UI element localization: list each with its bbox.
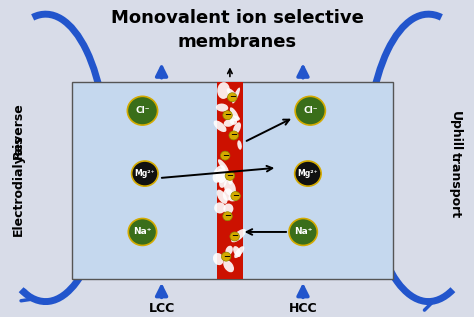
Bar — [72, 81, 393, 279]
Bar — [217, 81, 243, 279]
Text: −: − — [227, 171, 233, 180]
Circle shape — [225, 171, 235, 180]
Ellipse shape — [214, 120, 227, 132]
Text: Na⁺: Na⁺ — [294, 228, 312, 236]
Circle shape — [220, 151, 230, 160]
Text: Mg²⁺: Mg²⁺ — [135, 169, 155, 178]
Text: membranes: membranes — [177, 33, 297, 51]
Circle shape — [128, 218, 156, 245]
Circle shape — [231, 191, 240, 201]
Ellipse shape — [233, 122, 241, 135]
Ellipse shape — [228, 176, 233, 184]
Ellipse shape — [216, 104, 228, 112]
Circle shape — [229, 131, 238, 140]
Circle shape — [128, 96, 157, 125]
Text: −: − — [223, 252, 229, 261]
Circle shape — [295, 96, 325, 125]
Text: Mg²⁺: Mg²⁺ — [298, 169, 318, 178]
Text: LCC: LCC — [148, 302, 175, 315]
Circle shape — [295, 161, 321, 186]
Circle shape — [289, 218, 318, 245]
Ellipse shape — [230, 107, 239, 120]
Text: HCC: HCC — [289, 302, 317, 315]
Text: −: − — [229, 92, 236, 101]
Text: Uphill: Uphill — [449, 111, 462, 151]
Ellipse shape — [229, 115, 240, 121]
Circle shape — [230, 232, 239, 241]
Text: −: − — [224, 110, 231, 119]
Text: −: − — [231, 231, 238, 241]
Ellipse shape — [227, 88, 237, 99]
Ellipse shape — [233, 246, 241, 257]
Ellipse shape — [225, 246, 233, 255]
Ellipse shape — [219, 176, 227, 188]
Ellipse shape — [237, 140, 242, 150]
Ellipse shape — [232, 87, 240, 104]
Ellipse shape — [223, 188, 233, 201]
Ellipse shape — [234, 246, 244, 258]
Text: Monovalent ion selective: Monovalent ion selective — [110, 9, 364, 27]
Ellipse shape — [223, 204, 233, 214]
Ellipse shape — [218, 159, 228, 172]
Circle shape — [221, 252, 231, 261]
Circle shape — [132, 161, 158, 186]
Text: Reverse: Reverse — [12, 102, 25, 159]
Text: −: − — [230, 131, 237, 139]
Ellipse shape — [214, 202, 226, 213]
Text: Na⁺: Na⁺ — [133, 228, 152, 236]
Ellipse shape — [217, 190, 228, 204]
Text: −: − — [224, 211, 231, 220]
Ellipse shape — [228, 193, 240, 201]
Ellipse shape — [231, 229, 246, 242]
Ellipse shape — [217, 82, 230, 99]
Circle shape — [228, 93, 237, 102]
Ellipse shape — [213, 165, 226, 183]
Ellipse shape — [224, 179, 236, 196]
Ellipse shape — [223, 260, 234, 272]
Text: Electrodialysis: Electrodialysis — [12, 134, 25, 236]
Ellipse shape — [224, 119, 234, 127]
Text: −: − — [232, 191, 239, 200]
Text: Cl⁻: Cl⁻ — [135, 106, 150, 115]
Ellipse shape — [213, 253, 224, 265]
Circle shape — [223, 111, 232, 120]
Text: transport: transport — [449, 152, 462, 218]
Text: −: − — [222, 151, 228, 160]
Ellipse shape — [216, 169, 227, 183]
Ellipse shape — [230, 119, 237, 125]
Circle shape — [223, 212, 232, 221]
Text: Cl⁻: Cl⁻ — [303, 106, 318, 115]
